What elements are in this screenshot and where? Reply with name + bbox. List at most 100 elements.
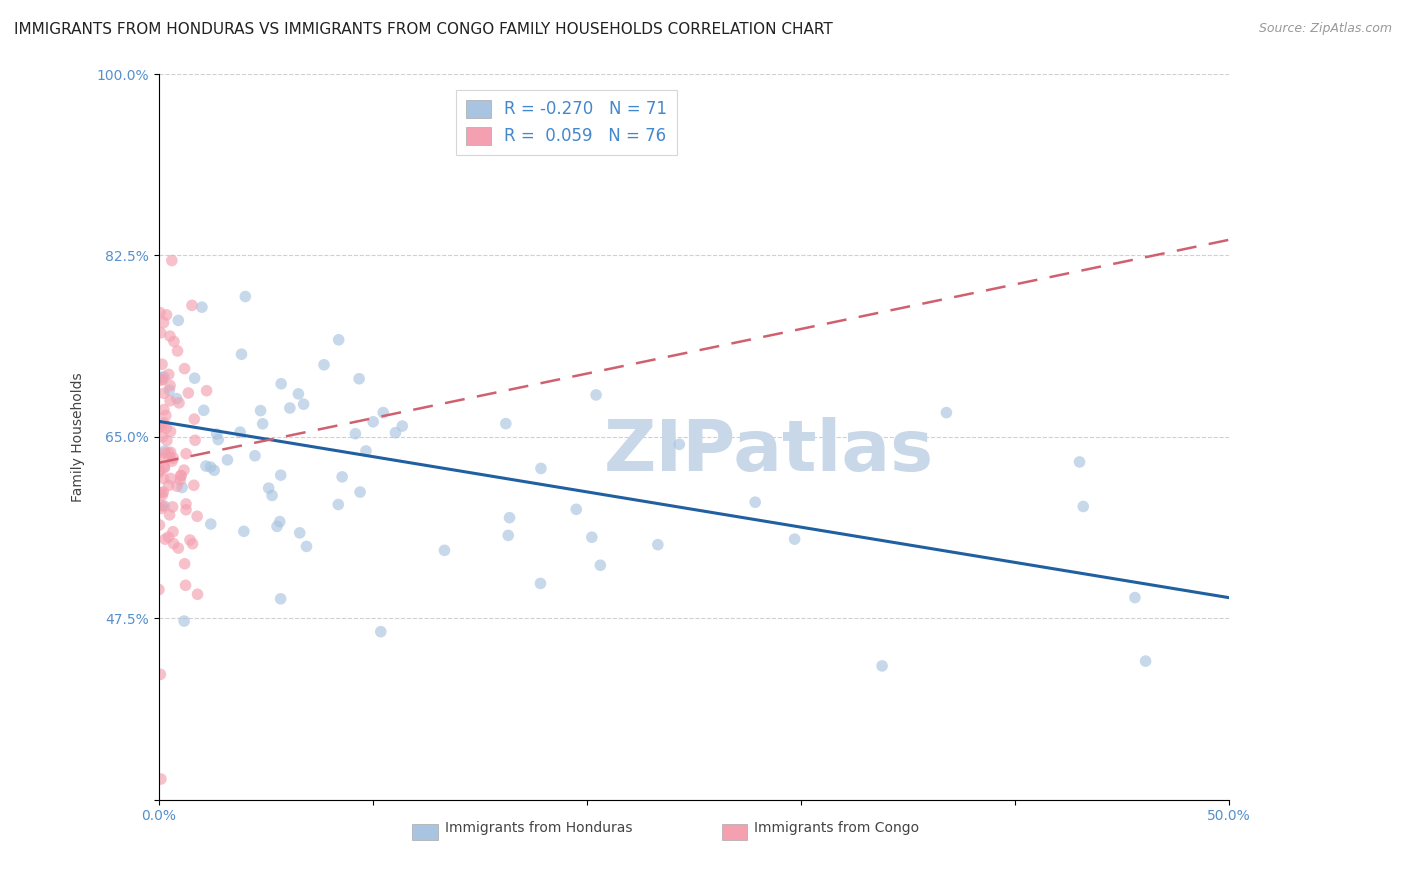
Point <box>149 370 172 384</box>
Point <box>159 393 181 408</box>
Point <box>153 532 176 546</box>
Point <box>207 433 229 447</box>
Point <box>149 373 172 387</box>
Point <box>153 459 176 474</box>
Point <box>783 532 806 546</box>
Point <box>177 386 200 401</box>
Point <box>148 450 170 465</box>
Point <box>153 402 176 417</box>
Point <box>266 519 288 533</box>
Point <box>1071 500 1094 514</box>
Point <box>184 434 207 448</box>
Point <box>153 499 176 513</box>
Point <box>233 289 256 303</box>
Point <box>174 503 197 517</box>
Point <box>181 298 204 312</box>
Point <box>270 591 292 606</box>
Point <box>373 406 395 420</box>
Point <box>162 524 184 539</box>
Text: Immigrants from Congo: Immigrants from Congo <box>754 821 920 835</box>
Point <box>159 450 181 465</box>
Point <box>312 358 335 372</box>
Point <box>565 502 588 516</box>
Point <box>498 510 520 524</box>
Point <box>172 481 194 495</box>
Point <box>149 305 172 319</box>
Point <box>232 524 254 539</box>
Point <box>159 378 181 392</box>
Point <box>153 446 176 460</box>
Point <box>1123 591 1146 605</box>
Point <box>174 497 197 511</box>
Point <box>668 437 690 451</box>
Point <box>153 444 176 458</box>
Point <box>157 530 180 544</box>
Point <box>1135 654 1157 668</box>
Point <box>155 308 177 322</box>
Point <box>174 578 197 592</box>
Point <box>167 396 190 410</box>
Point <box>160 253 183 268</box>
Point <box>170 468 193 483</box>
Point <box>200 516 222 531</box>
Point <box>183 371 205 385</box>
Point <box>166 344 188 359</box>
Point <box>260 488 283 502</box>
Point <box>744 495 766 509</box>
Point <box>288 525 311 540</box>
Point <box>148 582 170 597</box>
Point <box>159 425 181 439</box>
Point <box>295 540 318 554</box>
Point <box>217 453 239 467</box>
Point <box>150 485 173 500</box>
Point <box>344 426 367 441</box>
Point <box>194 458 217 473</box>
Point <box>202 463 225 477</box>
Point <box>354 444 377 458</box>
Point <box>173 557 195 571</box>
Point <box>152 386 174 401</box>
Point <box>183 412 205 426</box>
Point <box>150 501 173 516</box>
Point <box>581 530 603 544</box>
Point <box>433 543 456 558</box>
Point <box>585 388 607 402</box>
Point <box>150 430 173 444</box>
Point <box>179 533 201 547</box>
Point <box>349 485 371 500</box>
Point <box>152 485 174 500</box>
Text: Source: ZipAtlas.com: Source: ZipAtlas.com <box>1258 22 1392 36</box>
Point <box>152 471 174 485</box>
Point <box>257 481 280 495</box>
Point <box>391 419 413 434</box>
Point <box>166 479 188 493</box>
Point <box>270 468 292 483</box>
Point <box>149 419 172 434</box>
Point <box>173 463 195 477</box>
Point <box>529 576 551 591</box>
Point <box>156 434 179 448</box>
Point <box>270 376 292 391</box>
Point <box>205 427 228 442</box>
Point <box>166 392 188 406</box>
Point <box>160 454 183 468</box>
Point <box>153 460 176 475</box>
Point <box>186 587 208 601</box>
Point <box>330 470 353 484</box>
Point <box>157 446 180 460</box>
Point <box>157 478 180 492</box>
Point <box>870 659 893 673</box>
Point <box>328 498 350 512</box>
Point <box>148 465 170 479</box>
Point <box>159 471 181 485</box>
Point <box>1069 455 1091 469</box>
Text: IMMIGRANTS FROM HONDURAS VS IMMIGRANTS FROM CONGO FAMILY HOUSEHOLDS CORRELATION : IMMIGRANTS FROM HONDURAS VS IMMIGRANTS F… <box>14 22 832 37</box>
Point <box>186 509 208 524</box>
Point <box>647 538 669 552</box>
Point <box>181 537 204 551</box>
Point <box>173 361 195 376</box>
Point <box>162 500 184 514</box>
Point <box>150 488 173 502</box>
Point <box>229 425 252 439</box>
Point <box>249 403 271 417</box>
